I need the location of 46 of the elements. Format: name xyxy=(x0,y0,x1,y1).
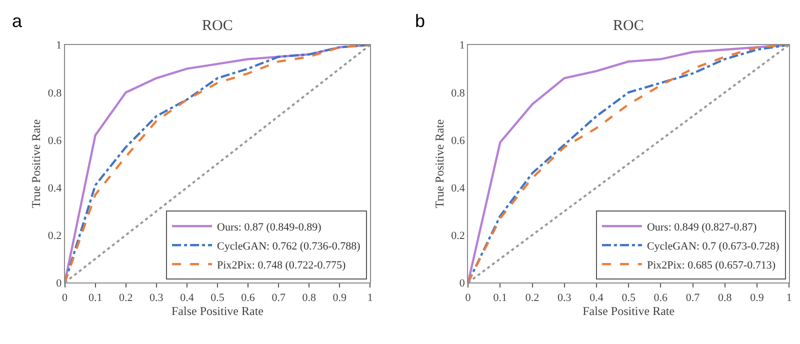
y-tick-label: 0.6 xyxy=(451,134,466,147)
y-tick-label: 0.2 xyxy=(451,230,465,242)
x-tick-label: 0.9 xyxy=(332,292,348,304)
chart-title: ROC xyxy=(202,18,233,34)
y-tick-label: 0.6 xyxy=(48,134,62,147)
y-axis-title: True Positive Rate xyxy=(432,119,446,208)
y-axis-title: True Positive Rate xyxy=(29,119,44,208)
x-tick-label: 0.9 xyxy=(750,292,764,304)
x-axis-title: False Positive Rate xyxy=(171,304,264,318)
x-tick-label: 0.7 xyxy=(272,292,286,304)
x-tick-label: 0.6 xyxy=(241,292,256,304)
x-tick-label: 0.3 xyxy=(557,292,572,304)
x-axis-title: False Positive Rate xyxy=(582,304,675,318)
x-tick-label: 0.8 xyxy=(718,292,732,304)
x-tick-label: 1 xyxy=(786,292,792,304)
y-tick-label: 0 xyxy=(459,277,466,290)
x-tick-label: 0.1 xyxy=(493,292,508,304)
y-tick-label: 0.2 xyxy=(48,230,62,242)
x-tick-label: 0.5 xyxy=(210,292,225,304)
x-tick-label: 0.3 xyxy=(150,292,164,304)
x-tick-label: 0.1 xyxy=(88,292,102,304)
y-tick-label: 1 xyxy=(56,40,62,52)
legend-label: Pix2Pix: 0.685 (0.657-0.713) xyxy=(646,259,776,272)
legend-label: Ours: 0.87 (0.849-0.89) xyxy=(217,221,322,234)
x-tick-label: 0.2 xyxy=(119,292,133,304)
x-tick-label: 0.2 xyxy=(525,292,540,304)
text: a xyxy=(12,11,23,31)
y-tick-label: 1 xyxy=(459,40,465,52)
y-tick-label: 0 xyxy=(56,277,62,290)
text: b xyxy=(415,11,426,31)
legend-label: CycleGAN: 0.7 (0.673-0.728) xyxy=(646,240,780,252)
x-tick-label: 0.4 xyxy=(590,292,604,304)
y-tick-label: 0.4 xyxy=(451,182,466,194)
x-tick-label: 0.4 xyxy=(180,292,194,304)
y-tick-label: 0.4 xyxy=(48,182,62,194)
x-tick-label: 1 xyxy=(367,292,373,304)
legend-label: Pix2Pix: 0.748 (0.722-0.775) xyxy=(217,259,346,272)
legend-label: Ours: 0.849 (0.827-0.87) xyxy=(646,221,757,234)
x-tick-label: 0.7 xyxy=(686,292,700,304)
x-tick-label: 0.5 xyxy=(622,292,636,304)
y-tick-label: 0.8 xyxy=(48,87,62,100)
x-tick-label: 0.8 xyxy=(302,292,316,304)
chart-title: ROC xyxy=(613,18,644,34)
x-tick-label: 0.6 xyxy=(654,292,668,304)
y-tick-label: 0.8 xyxy=(451,87,466,100)
legend-label: CycleGAN: 0.762 (0.736-0.788) xyxy=(217,240,361,252)
